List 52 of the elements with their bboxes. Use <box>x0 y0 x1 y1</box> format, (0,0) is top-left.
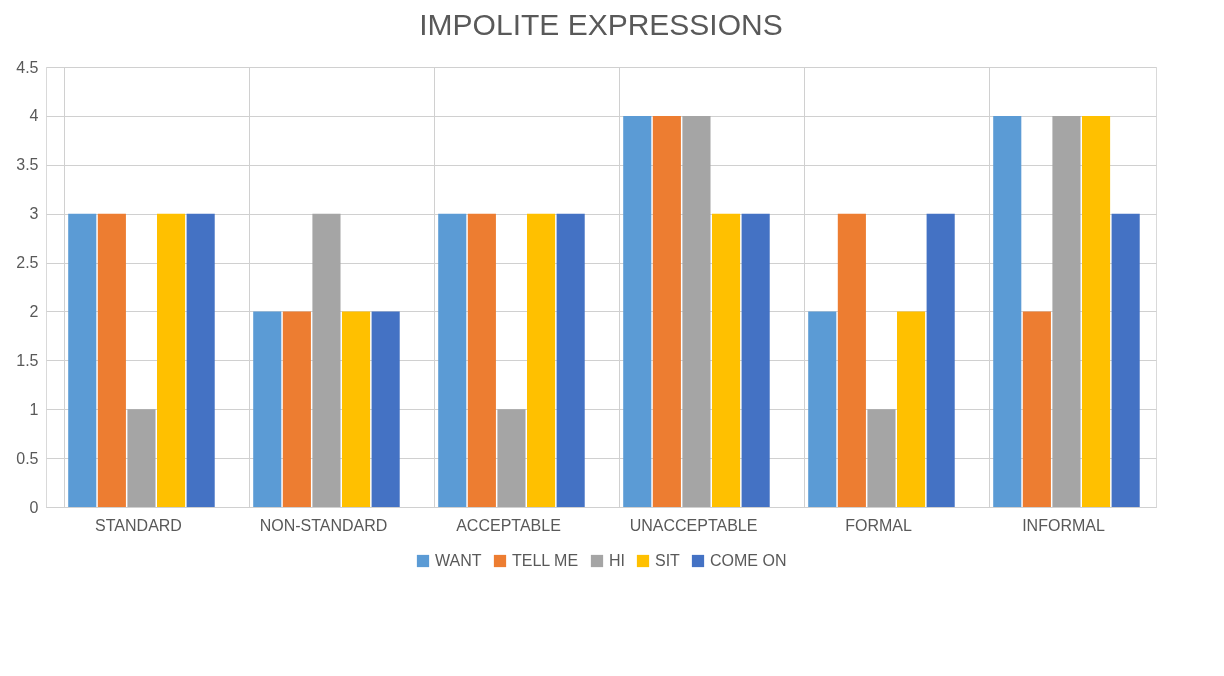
bar <box>97 213 126 507</box>
bar <box>1022 311 1051 507</box>
y-tick-label: 4 <box>29 107 39 125</box>
bar <box>652 115 681 507</box>
legend-label: WANT <box>435 552 482 569</box>
legend-label: SIT <box>655 552 681 569</box>
bar <box>926 213 955 507</box>
bar <box>1052 115 1081 507</box>
legend-label: COME ON <box>710 552 787 569</box>
bar <box>682 115 711 507</box>
bar <box>438 213 467 507</box>
legend-label: HI <box>609 552 625 569</box>
y-tick-label: 2 <box>29 302 39 320</box>
bar <box>897 311 926 507</box>
chart-title: IMPOLITE EXPRESSIONS <box>419 8 783 41</box>
bar <box>68 213 97 507</box>
x-tick-label: FORMAL <box>845 516 912 534</box>
bar <box>993 115 1022 507</box>
legend-label: TELL ME <box>512 552 579 569</box>
bar <box>808 311 837 507</box>
bar <box>467 213 496 507</box>
y-tick-label: 3.5 <box>16 156 39 174</box>
y-tick-label: 2.5 <box>16 254 39 272</box>
bar <box>157 213 186 507</box>
bar <box>741 213 770 507</box>
bar <box>282 311 311 507</box>
bar <box>867 409 896 507</box>
y-tick-label: 4.5 <box>16 58 39 76</box>
x-tick-label: STANDARD <box>95 516 182 534</box>
bar <box>186 213 215 507</box>
bar <box>342 311 371 507</box>
y-tick-label: 3 <box>29 205 39 223</box>
bar <box>712 213 741 507</box>
y-tick-label: 1 <box>29 400 39 418</box>
x-tick-label: INFORMAL <box>1022 516 1105 534</box>
bar <box>371 311 400 507</box>
bar <box>837 213 866 507</box>
y-tick-label: 0 <box>29 498 39 516</box>
y-tick-label: 0.5 <box>16 449 39 467</box>
bar <box>497 409 526 507</box>
bar <box>312 213 341 507</box>
bar <box>556 213 585 507</box>
bar <box>253 311 282 507</box>
bar <box>527 213 556 507</box>
x-tick-label: UNACCEPTABLE <box>629 516 758 534</box>
x-tick-label: NON-STANDARD <box>259 516 388 534</box>
bar <box>623 115 652 507</box>
bar <box>1082 115 1111 507</box>
x-tick-label: ACCEPTABLE <box>456 516 561 534</box>
y-tick-label: 1.5 <box>16 351 39 369</box>
bar <box>127 409 156 507</box>
bar <box>1111 213 1140 507</box>
